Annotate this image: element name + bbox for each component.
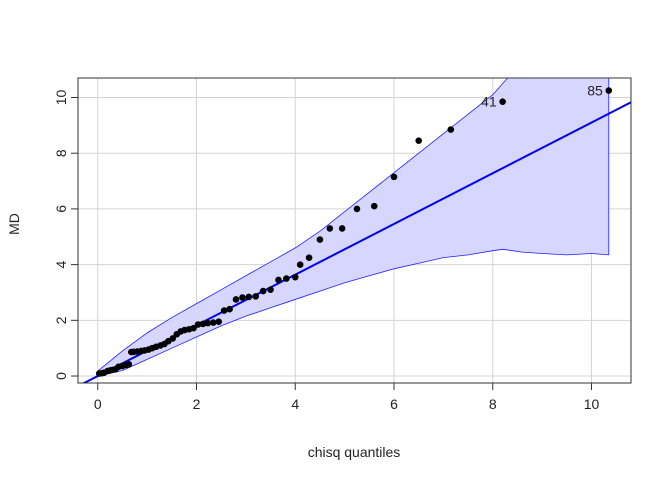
y-tick-label: 2 (53, 316, 69, 324)
data-point (245, 293, 253, 301)
data-point (239, 294, 246, 301)
confidence-band (97, 78, 610, 377)
data-point (275, 276, 282, 284)
data-point (232, 296, 240, 303)
x-tick-label: 6 (390, 396, 398, 412)
data-point (326, 225, 334, 232)
data-point (415, 137, 422, 144)
data-point (291, 273, 299, 281)
data-point (259, 287, 267, 295)
data-point (447, 126, 455, 133)
x-tick-label: 8 (489, 396, 497, 412)
data-point (316, 236, 324, 243)
y-axis-title: MD (6, 213, 22, 235)
y-tick-label: 0 (53, 372, 69, 380)
data-point (267, 286, 274, 293)
confidence-band-area (97, 78, 610, 377)
x-tick-label: 0 (94, 396, 102, 412)
data-point (194, 321, 202, 328)
data-point (226, 305, 233, 313)
point-label: 41 (481, 94, 497, 110)
axes: 0 2 4 6 8 10 0 2 4 6 8 10 (53, 77, 632, 412)
y-tick-label: 8 (53, 149, 69, 157)
data-points: 41 85 (95, 83, 613, 377)
data-point (125, 361, 133, 368)
data-point (283, 275, 290, 282)
data-point (499, 98, 506, 105)
data-point (199, 320, 207, 328)
data-point (353, 205, 361, 213)
data-point (605, 87, 613, 94)
data-point (296, 261, 304, 268)
data-point (220, 307, 228, 314)
data-point (169, 335, 177, 342)
data-point (204, 319, 212, 327)
data-point (209, 319, 217, 326)
y-tick-label: 6 (53, 205, 69, 213)
y-tick-label: 4 (53, 261, 69, 269)
data-point (305, 254, 313, 261)
x-axis-title: chisq quantiles (308, 444, 401, 460)
x-tick-label: 2 (193, 396, 201, 412)
data-point (338, 225, 346, 232)
x-tick-label: 10 (584, 396, 600, 412)
point-label: 85 (587, 83, 603, 99)
y-tick-label: 10 (53, 90, 69, 106)
data-point (252, 293, 260, 300)
data-point (190, 324, 197, 332)
data-point (370, 202, 378, 210)
x-tick-label: 4 (291, 396, 299, 412)
data-point (390, 173, 398, 181)
data-point (215, 318, 223, 326)
